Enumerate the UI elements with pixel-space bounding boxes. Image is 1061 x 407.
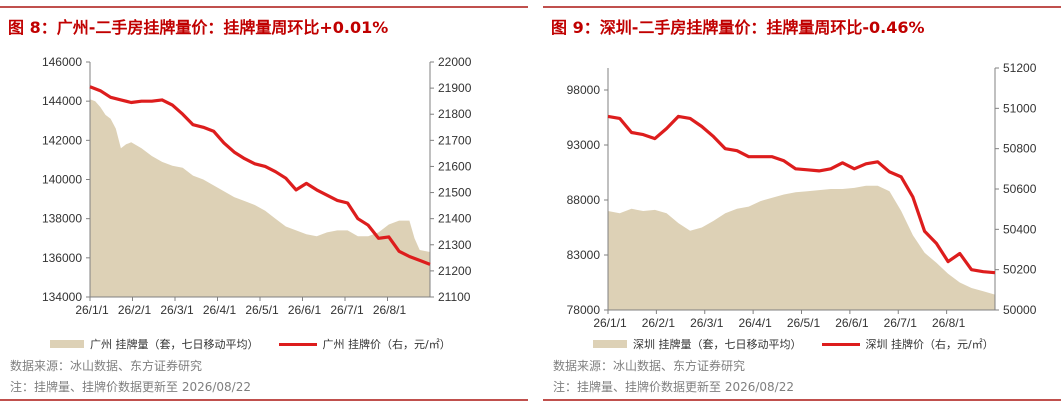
line-series (89, 85, 431, 266)
x-tick-label: 26/1/1 (75, 303, 109, 317)
y-right-tick-label: 21200 (438, 264, 472, 278)
x-tick-label: 26/2/1 (642, 316, 676, 330)
y-left-tick-label: 144000 (42, 94, 82, 108)
x-tick-label: 26/5/1 (787, 316, 821, 330)
legend-label-line: 深圳 挂牌价（右，元/㎡） (865, 338, 994, 351)
y-right-tick-label: 21600 (438, 159, 472, 173)
data-source: 数据来源：冰山数据、东方证券研究 (10, 359, 203, 373)
x-tick-label: 26/8/1 (373, 303, 407, 317)
area-series (90, 99, 430, 297)
y-left-tick-label: 78000 (567, 303, 601, 317)
top-rule (0, 6, 528, 8)
x-tick-label: 26/4/1 (738, 316, 772, 330)
chart-guangzhou: 134000 136000 138000 140000 142000 144000 1460… (42, 55, 472, 317)
legend-swatch-line (821, 342, 860, 346)
y-right-tick-label: 21500 (438, 186, 472, 200)
x-tick-label: 26/4/1 (203, 303, 237, 317)
line-series (607, 114, 996, 275)
y-right-tick-label: 50800 (1003, 142, 1037, 156)
y-left-tick-label: 93000 (567, 138, 601, 152)
y-right-tick-label: 51000 (1003, 101, 1037, 115)
legend-label-line: 广州 挂牌价（右，元/㎡） (322, 338, 451, 351)
x-tick-label: 26/8/1 (932, 316, 966, 330)
chart-shenzhen: 78000 83000 88000 93000 98000 50000 50200 50400… (567, 61, 1037, 330)
legend-label-area: 广州 挂牌量（套，七日移动平均） (90, 338, 259, 351)
x-tick-label: 26/6/1 (835, 316, 869, 330)
x-tick-label: 26/1/1 (593, 316, 627, 330)
y-left-tick-label: 88000 (567, 193, 601, 207)
x-tick-label: 26/5/1 (245, 303, 279, 317)
top-rule (543, 6, 1061, 8)
x-tick-label: 26/3/1 (160, 303, 194, 317)
legend: 深圳 挂牌量（套，七日移动平均） 深圳 挂牌价（右，元/㎡） (593, 336, 994, 352)
x-tick-label: 26/7/1 (884, 316, 918, 330)
x-tick-label: 26/6/1 (288, 303, 322, 317)
y-right-tick-label: 50400 (1003, 222, 1037, 236)
y-left-tick-label: 98000 (567, 83, 601, 97)
footnote: 注：挂牌量、挂牌价数据更新至 2026/08/22 (553, 380, 794, 394)
y-right-tick-label: 22000 (438, 55, 472, 69)
x-tick-label: 26/2/1 (118, 303, 152, 317)
y-left-tick-label: 134000 (42, 290, 82, 304)
y-right-tick-label: 21700 (438, 133, 472, 147)
bottom-rule (543, 399, 1061, 401)
chart-title: 图 8：广州-二手房挂牌量价：挂牌量周环比+0.01% (8, 18, 389, 37)
y-right-tick-label: 21400 (438, 212, 472, 226)
legend: 广州 挂牌量（套，七日移动平均） 广州 挂牌价（右，元/㎡） (50, 336, 451, 352)
y-right-tick-label: 50000 (1003, 303, 1037, 317)
data-source: 数据来源：冰山数据、东方证券研究 (553, 359, 746, 373)
y-right-tick-label: 21100 (438, 290, 471, 304)
x-tick-label: 26/3/1 (690, 316, 724, 330)
area-series (608, 185, 995, 310)
bottom-rule (0, 399, 528, 401)
y-right-tick-label: 21300 (438, 238, 472, 252)
legend-swatch-area (50, 340, 84, 348)
footnote: 注：挂牌量、挂牌价数据更新至 2026/08/22 (10, 380, 251, 394)
y-right-tick-label: 21800 (438, 107, 472, 121)
y-right-tick-label: 50600 (1003, 182, 1037, 196)
chart-title: 图 9：深圳-二手房挂牌量价：挂牌量周环比-0.46% (551, 18, 925, 37)
y-right-tick-label: 21900 (438, 81, 472, 95)
y-left-tick-label: 142000 (42, 133, 82, 147)
chart-panel-shenzhen: 图 9：深圳-二手房挂牌量价：挂牌量周环比-0.46% 78000 83000 88… (543, 0, 1061, 407)
chart-panel-guangzhou: 图 8：广州-二手房挂牌量价：挂牌量周环比+0.01% 134000 136000… (0, 0, 528, 407)
y-left-tick-label: 83000 (567, 248, 601, 262)
y-left-tick-label: 138000 (42, 212, 82, 226)
y-left-tick-label: 146000 (42, 55, 82, 69)
x-tick-label: 26/7/1 (330, 303, 364, 317)
y-right-tick-label: 51200 (1003, 61, 1037, 75)
legend-label-area: 深圳 挂牌量（套，七日移动平均） (633, 338, 802, 351)
y-left-tick-label: 136000 (42, 251, 82, 265)
legend-swatch-area (593, 340, 627, 348)
y-right-tick-label: 50200 (1003, 263, 1037, 277)
legend-swatch-line (278, 342, 317, 346)
y-left-tick-label: 140000 (42, 173, 82, 187)
